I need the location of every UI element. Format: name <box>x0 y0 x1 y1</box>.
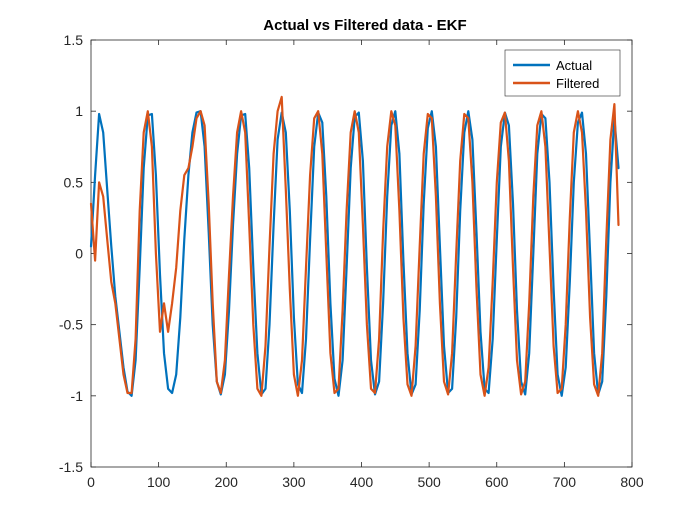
x-tick-label: 300 <box>282 474 306 490</box>
legend-label: Filtered <box>556 76 599 91</box>
legend: Actual Filtered <box>504 49 621 97</box>
x-tick-label: 400 <box>350 474 374 490</box>
x-tick-label: 700 <box>553 474 577 490</box>
x-tick-label: 0 <box>87 474 95 490</box>
series-group <box>89 95 620 397</box>
chart-title: Actual vs Filtered data - EKF <box>263 17 466 34</box>
x-tick-label: 100 <box>147 474 171 490</box>
legend-label: Actual <box>556 58 592 73</box>
y-tick-label: 1.5 <box>64 32 84 48</box>
y-tick-label: -0.5 <box>59 317 83 333</box>
tick-labels: 0 100 200 300 400 500 600 700 800 -1.5 -1 -0.5 0 0.5 1… <box>59 32 644 490</box>
x-tick-label: 500 <box>417 474 441 490</box>
x-tick-label: 800 <box>620 474 644 490</box>
x-tick-label: 600 <box>485 474 509 490</box>
y-tick-label: 0.5 <box>64 174 84 190</box>
x-tick-label: 200 <box>215 474 239 490</box>
y-tick-label: 1 <box>75 103 83 119</box>
y-tick-label: -1 <box>71 388 84 404</box>
y-tick-label: -1.5 <box>59 459 83 475</box>
legend-box <box>504 49 621 97</box>
y-tick-label: 0 <box>75 246 83 262</box>
series-line-filtered <box>89 95 620 397</box>
